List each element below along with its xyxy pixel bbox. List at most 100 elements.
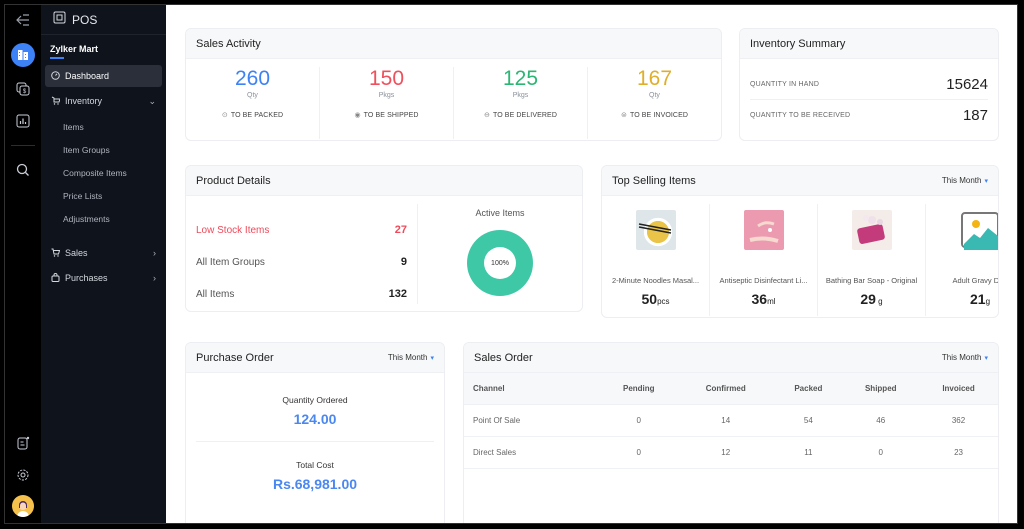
top-item-card[interactable]: Antiseptic Disinfectant Li... 36ml [710,204,818,316]
active-items-label: Active Items [475,208,525,218]
item-groups-row[interactable]: All Item Groups 9 [196,246,407,278]
collapse-icon[interactable] [5,5,41,35]
noodles-image [635,210,676,250]
whats-new-icon[interactable] [5,427,41,459]
purchase-order-card: Purchase Order This Month ▾ Quantity Orde… [185,342,445,523]
item-unit: g [985,297,991,306]
column-header: Channel [464,373,601,405]
chevron-down-icon: ⌄ [148,95,156,106]
table-cell: Point Of Sale [464,404,601,437]
sales-order-card: Sales Order This Month ▾ Channel Pending … [463,342,999,523]
stat-to-be-shipped[interactable]: 150 Pkgs ◉ TO BE SHIPPED [320,67,454,139]
table-cell: Direct Sales [464,436,601,469]
period-filter-dropdown[interactable]: This Month ▾ [942,353,988,362]
sales-activity-card: Sales Activity 260 Qty ⊙ TO BE PACKED 150… [185,28,722,141]
rail-divider [11,145,35,146]
item-groups-value: 9 [400,256,407,268]
check-circle-icon: ⊙ [221,112,228,119]
total-cost-value: Rs.68,981.00 [272,476,358,492]
top-item-card[interactable]: 2-Minute Noodles Masal... 50pcs [602,204,710,316]
chevron-right-icon: › [153,273,156,283]
search-icon[interactable] [5,154,41,186]
top-item-card[interactable]: Adult Gravy Dog 21g › [926,204,999,316]
inventory-row: QUANTITY TO BE RECEIVED 187 [750,100,988,131]
item-unit: pcs [657,297,670,306]
chevron-down-icon: ▾ [984,354,988,362]
card-title: Product Details [196,174,271,187]
stat-value: 150 [368,67,405,90]
stat-label: TO BE SHIPPED [363,112,419,119]
table-row[interactable]: Direct Sales 0 12 11 0 23 [464,436,998,469]
avatar[interactable] [12,495,34,517]
stat-unit: Pkgs [512,92,529,99]
table-cell: 0 [842,436,920,469]
sidebar-item-dashboard[interactable]: Dashboard [45,65,162,87]
item-qty: 29 [860,291,876,307]
sidebar-subitem-price-lists[interactable]: Price Lists [63,190,103,201]
sidebar-subitem-items[interactable]: Items [63,121,84,132]
inventory-icon [51,96,61,107]
table-cell: 54 [774,404,843,437]
dashboard-icon [51,70,60,82]
sidebar-item-inventory[interactable]: Inventory ⌄ [45,90,162,112]
stat-unit: Pkgs [378,92,395,99]
top-item-card[interactable]: Bathing Bar Soap - Original 29 g [818,204,926,316]
card-title: Inventory Summary [750,37,846,50]
table-cell: 362 [919,404,998,437]
quantity-ordered-label: Quantity Ordered [282,395,348,405]
rail-store-button[interactable] [5,37,41,73]
inventory-value: 187 [962,107,988,124]
sidebar-item-purchases[interactable]: Purchases › [45,267,162,289]
sidebar-subitem-item-groups[interactable]: Item Groups [63,144,110,155]
icon-rail: $ [5,5,41,523]
low-stock-row[interactable]: Low Stock Items 27 [196,214,407,246]
stat-to-be-delivered[interactable]: 125 Pkgs ⊖ TO BE DELIVERED [454,67,588,139]
app-header: POS [41,5,166,35]
stat-value: 125 [502,67,539,90]
period-filter-dropdown[interactable]: This Month ▾ [388,353,434,362]
minus-circle-icon: ⊖ [484,112,490,119]
pos-icon [53,11,66,29]
sidebar-item-label: Purchases [65,273,108,283]
inventory-label: QUANTITY IN HAND [750,80,820,88]
chevron-right-icon: › [153,248,156,258]
all-items-row[interactable]: All Items 132 [196,278,407,310]
org-underline [50,57,64,59]
table-cell: 0 [600,436,678,469]
stat-value: 167 [636,67,673,90]
inventory-row: QUANTITY IN HAND 15624 [750,69,988,100]
sidebar-item-sales[interactable]: Sales › [45,242,162,264]
stat-to-be-packed[interactable]: 260 Qty ⊙ TO BE PACKED [186,67,320,139]
sidebar-subitem-adjustments[interactable]: Adjustments [63,213,110,224]
org-name[interactable]: Zylker Mart [50,44,99,54]
stat-value: 260 [234,67,271,90]
period-filter-dropdown[interactable]: This Month ▾ [942,176,988,185]
inventory-summary-card: Inventory Summary QUANTITY IN HAND 15624… [739,28,999,141]
reports-icon[interactable] [5,105,41,137]
card-title: Sales Order [474,351,533,364]
top-selling-items-card: Top Selling Items This Month ▾ 2-Minute N… [601,165,999,318]
table-cell: 46 [842,404,920,437]
all-items-value: 132 [388,288,407,300]
ship-circle-icon: ◉ [354,112,361,119]
table-row[interactable]: Point Of Sale 0 14 54 46 362 [464,404,998,437]
all-items-label: All Items [196,288,235,300]
chevron-down-icon: ▾ [984,177,988,185]
settings-icon[interactable] [5,459,41,491]
item-qty: 21 [969,291,986,307]
sidebar-subitem-composite-items[interactable]: Composite Items [63,167,127,178]
billing-icon[interactable]: $ [5,73,41,105]
item-qty: 50 [641,291,658,307]
stat-unit: Qty [649,92,660,99]
filter-label: This Month [387,353,428,362]
bag-icon [51,272,60,284]
card-title: Top Selling Items [612,174,696,187]
sales-order-table: Channel Pending Confirmed Packed Shipped… [464,373,998,469]
column-header: Pending [600,373,678,405]
invoice-circle-icon: ⊜ [620,112,627,119]
item-name: Adult Gravy Dog [952,276,999,285]
dashboard-main: Sales Activity 260 Qty ⊙ TO BE PACKED 150… [166,5,1017,523]
stat-to-be-invoiced[interactable]: 167 Qty ⊜ TO BE INVOICED [588,67,721,139]
sidebar-item-label: Dashboard [65,71,110,81]
item-name: Antiseptic Disinfectant Li... [719,276,808,285]
